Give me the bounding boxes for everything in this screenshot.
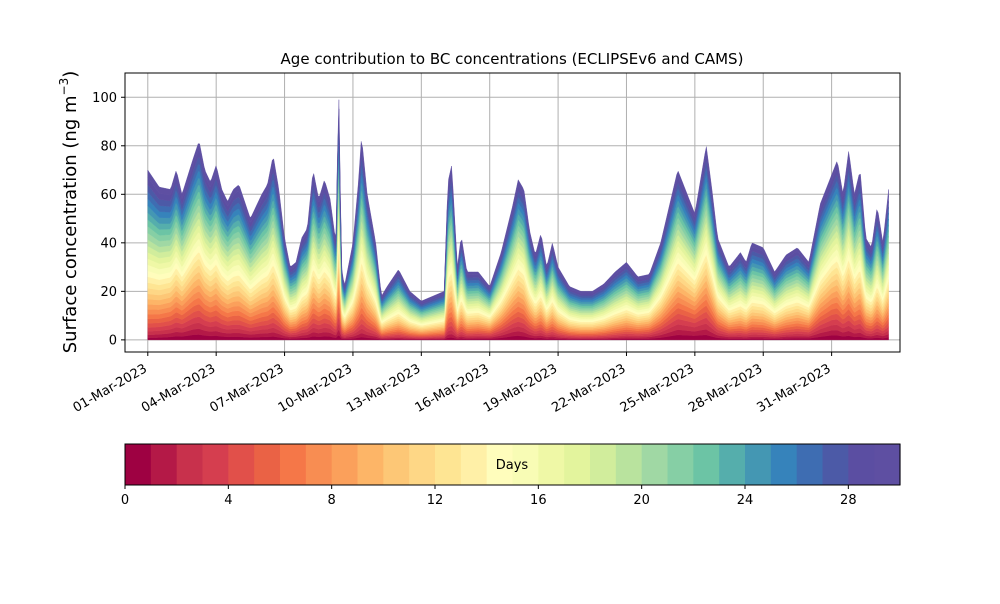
x-tick-label: 28-Mar-2023 [686,361,765,415]
colorbar-cell [280,444,307,485]
colorbar-tick-label: 12 [427,493,444,508]
x-tick-label: 04-Mar-2023 [139,361,218,415]
y-axis-label: Surface concentration (ng m−3) [57,71,81,354]
colorbar-cell [486,444,514,485]
colorbar-cell [202,444,229,485]
age-bin-area-29 [147,99,889,303]
x-tick-label: 01-Mar-2023 [71,361,150,415]
colorbar-cell [125,444,152,485]
colorbar-cell [693,444,720,485]
y-tick-label: 60 [100,188,117,203]
x-tick-label: 13-Mar-2023 [344,361,423,415]
x-tick-label: 22-Mar-2023 [549,361,628,415]
colorbar-cell [435,444,462,485]
y-axis-ticks: 0 20 40 60 80 100 [92,91,125,348]
x-tick-label: 16-Mar-2023 [413,361,492,415]
colorbar-tick-label: 20 [633,493,650,508]
colorbar-cell [305,444,333,485]
colorbar-tick-label: 16 [530,493,547,508]
plot-frame [124,72,901,353]
colorbar-cell [770,444,798,485]
chart-title: Age contribution to BC concentrations (E… [281,50,744,68]
x-tick-label: 10-Mar-2023 [276,361,355,415]
colorbar-cell [848,444,875,485]
colorbar-cell [228,444,255,485]
colorbar-cell [874,444,901,485]
y-axis-label-main: Surface concentration (ng m [60,95,81,353]
colorbar-cell [150,444,178,485]
colorbar-tick-label: 28 [840,493,857,508]
y-tick-label: 40 [100,236,117,251]
colorbar-cell [538,444,565,485]
x-tick-label: 25-Mar-2023 [618,361,697,415]
colorbar-cell [383,444,410,485]
colorbar-cell [641,444,669,485]
colorbar-cell [409,444,436,485]
colorbar-frame [124,443,901,486]
colorbar-cell [331,444,359,485]
y-tick-label: 80 [100,139,117,154]
y-axis-label-exponent: −3 [57,78,71,96]
colorbar: Days 0 4 8 12 16 20 24 28 [121,443,901,508]
y-tick-label: 0 [109,333,117,348]
colorbar-tick-label: 0 [121,493,129,508]
colorbar-cell [460,444,488,485]
colorbar-cells [125,444,901,485]
colorbar-tick-label: 4 [224,493,232,508]
colorbar-cell [254,444,281,485]
y-tick-label: 100 [92,91,117,106]
colorbar-cell [745,444,772,485]
y-tick-label: 20 [100,285,117,300]
colorbar-cell [590,444,617,485]
colorbar-tick-label: 8 [328,493,336,508]
plot-area: 0 20 40 60 80 100 01-Mar-202304-Mar-202307-Ma… [71,72,901,416]
colorbar-label: Days [496,458,529,473]
colorbar-cell [822,444,849,485]
colorbar-cell [667,444,694,485]
colorbar-cell [719,444,746,485]
x-tick-label: 31-Mar-2023 [754,361,833,415]
colorbar-cell [796,444,824,485]
colorbar-cell [615,444,643,485]
x-axis-ticks: 01-Mar-202304-Mar-202307-Mar-202310-Mar-… [71,352,834,416]
colorbar-cell [512,444,539,485]
colorbar-cell [357,444,384,485]
colorbar-cell [564,444,591,485]
colorbar-cell [176,444,204,485]
y-axis-label-close: ) [60,71,81,78]
colorbar-tick-label: 24 [737,493,754,508]
age-contribution-areas [147,99,889,341]
x-tick-label: 07-Mar-2023 [207,361,286,415]
colorbar-ticks: 0 4 8 12 16 20 24 28 [121,485,857,508]
x-tick-label: 19-Mar-2023 [481,361,560,415]
